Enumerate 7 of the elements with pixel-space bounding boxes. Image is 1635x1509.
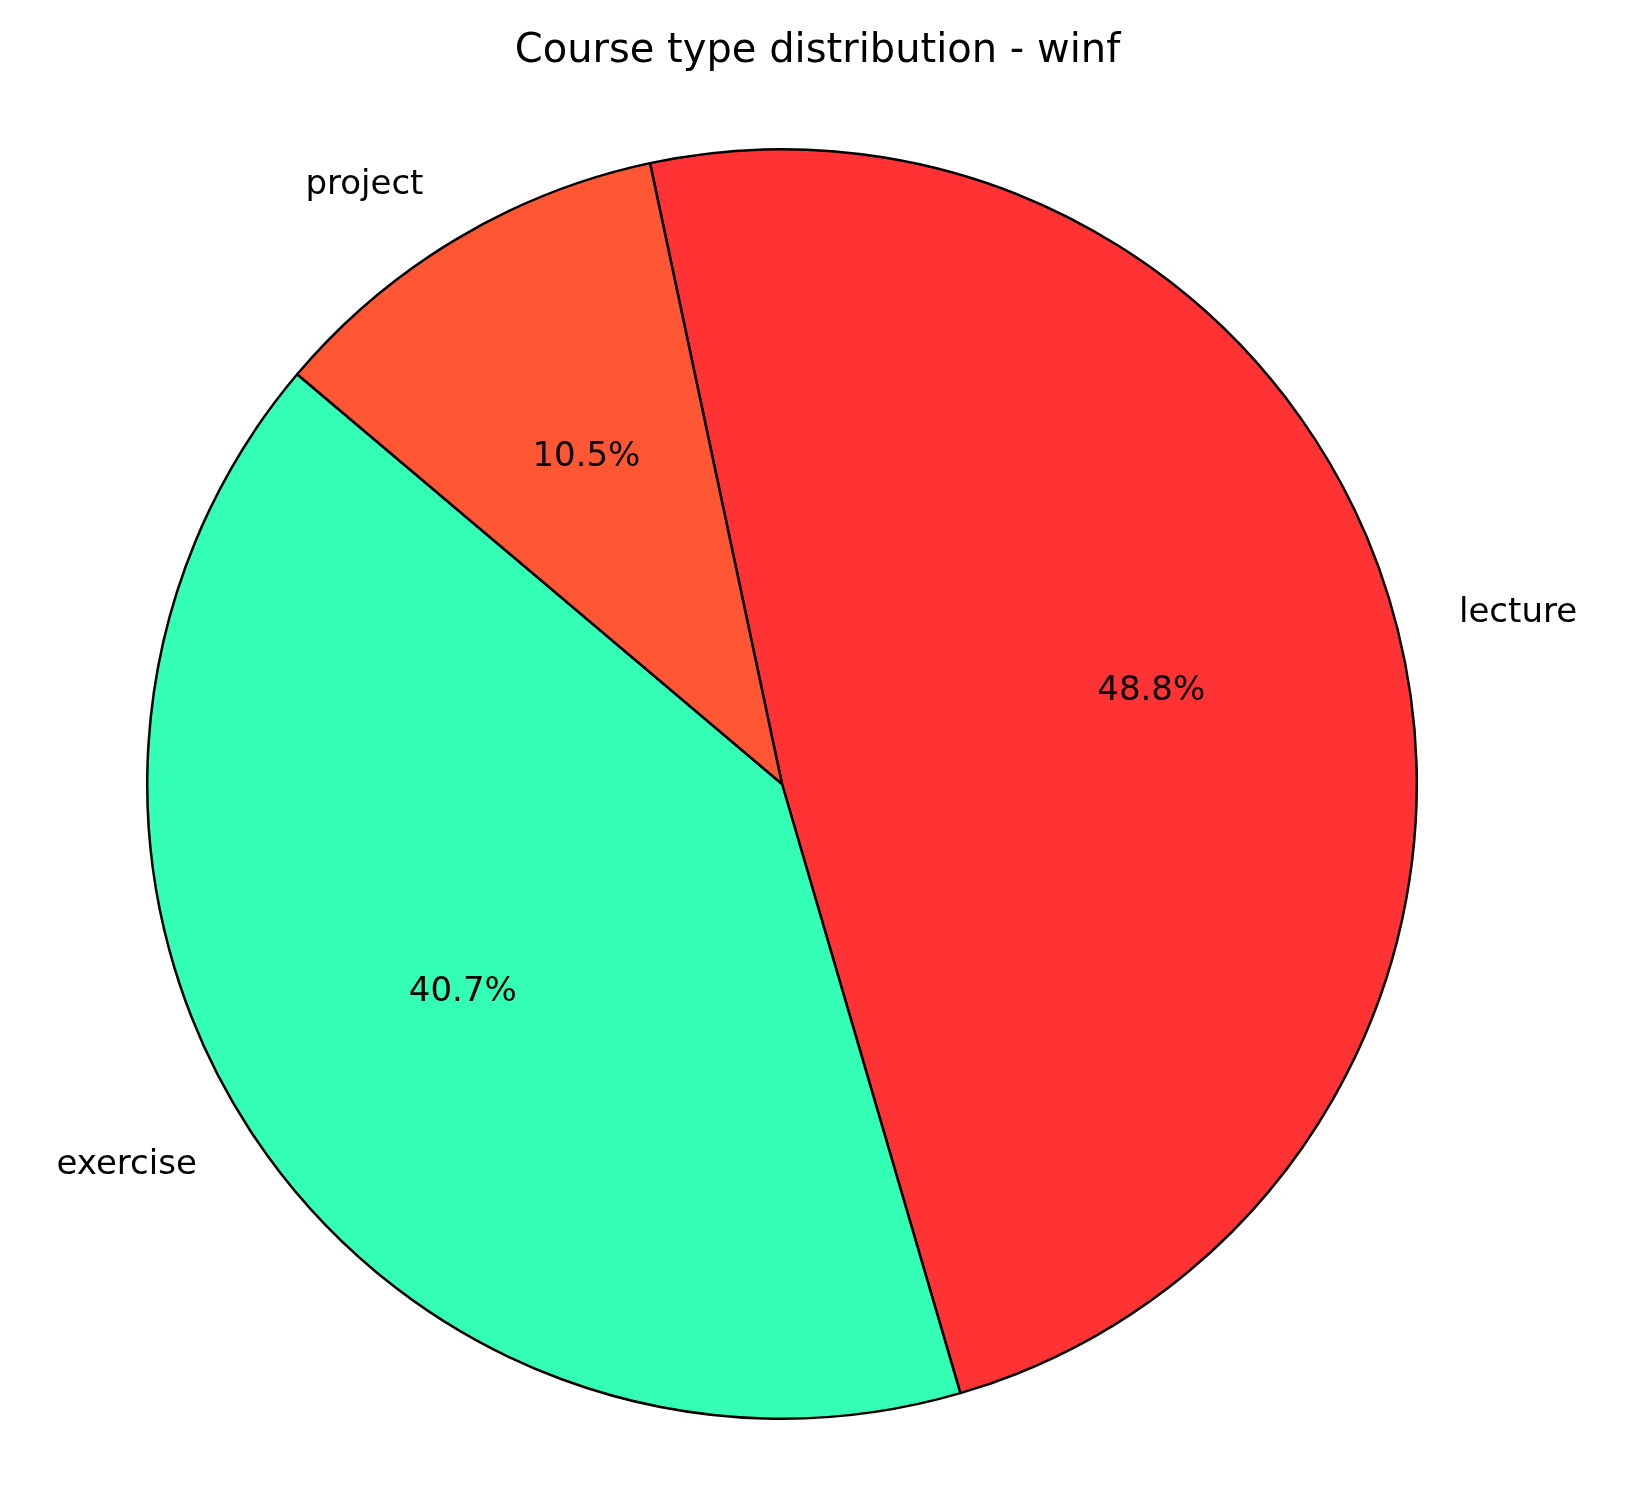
chart-title: Course type distribution - winf: [514, 25, 1122, 72]
slice-label: lecture: [1459, 590, 1578, 631]
data-label: 10.5%: [532, 434, 641, 475]
data-label: 40.7%: [408, 968, 517, 1009]
slice-label: project: [305, 161, 424, 202]
data-label: 48.8%: [1097, 667, 1206, 708]
slice-label: exercise: [56, 1141, 197, 1182]
